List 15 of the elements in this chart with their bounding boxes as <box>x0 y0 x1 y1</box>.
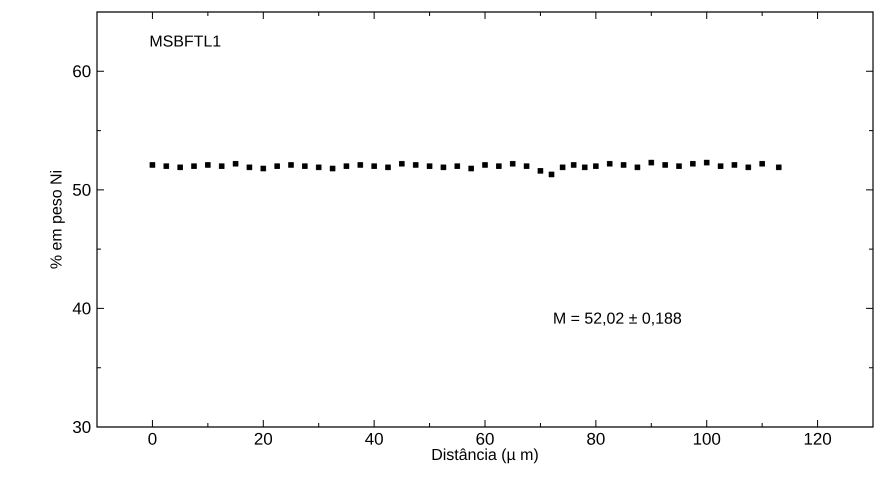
y-tick-label: 60 <box>73 65 90 78</box>
x-tick-label: 0 <box>148 432 156 445</box>
x-axis-title: Distância (µ m) <box>432 448 538 464</box>
x-tick-label: 80 <box>587 432 605 445</box>
y-axis-title: % em peso Ni <box>50 170 65 269</box>
y-tick-label: 30 <box>72 421 90 433</box>
y-tick-label: 50 <box>72 184 90 196</box>
annotation: MSBFTL1 <box>150 35 220 47</box>
y-tick-label: 40 <box>72 302 90 314</box>
x-tick-label: 120 <box>804 432 832 445</box>
x-tick-label: 60 <box>476 432 494 445</box>
x-tick-label: 40 <box>365 432 383 445</box>
x-tick-label: 100 <box>694 432 720 445</box>
x-tick-label: 20 <box>254 432 272 445</box>
annotation: M = 52,02 ± 0,188 <box>554 312 682 326</box>
